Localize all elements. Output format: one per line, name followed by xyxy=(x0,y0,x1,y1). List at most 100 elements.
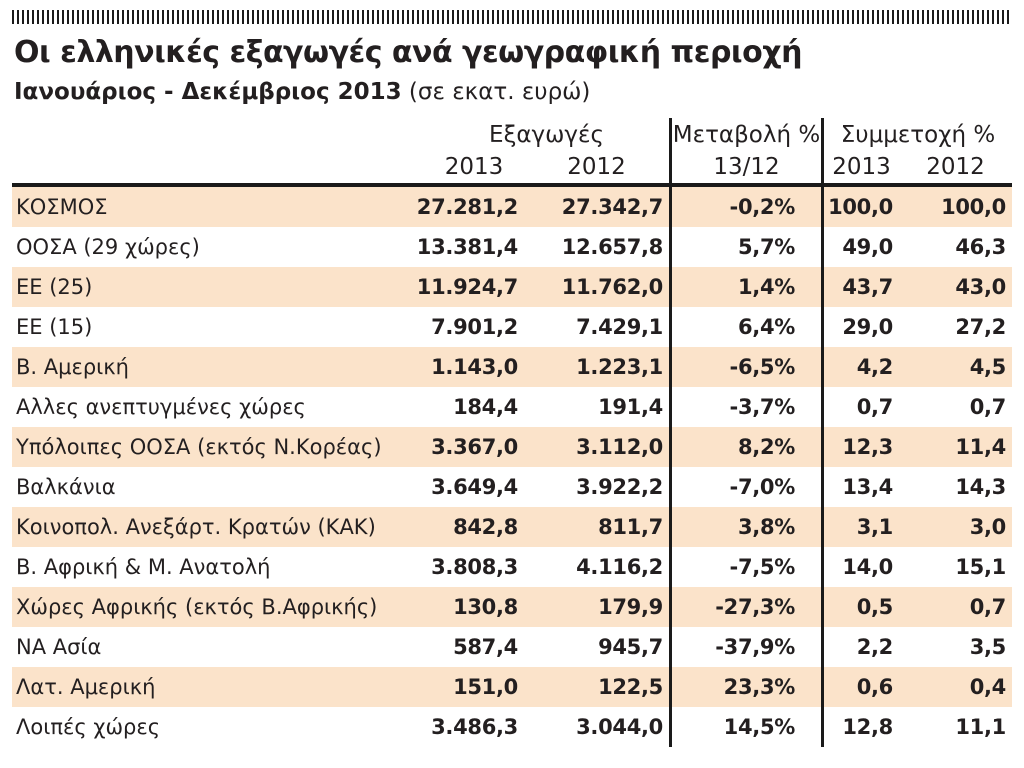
table-row: ΕΕ (15) 7.901,2 7.429,1 6,4% 29,0 27,2 xyxy=(12,307,1012,348)
share-2013-value: 43,7 xyxy=(824,267,899,308)
exports-2013-value: 842,8 xyxy=(424,507,524,548)
header-empty-cell xyxy=(12,151,424,183)
infographic-page: Οι ελληνικές εξαγωγές ανά γεωγραφική περ… xyxy=(12,10,1012,748)
change-value: 5,7% xyxy=(669,227,824,268)
table-row: ΟΟΣΑ (29 χώρες) 13.381,4 12.657,8 5,7% 4… xyxy=(12,227,1012,268)
share-2012-value: 3,0 xyxy=(899,507,1012,548)
share-2013-value: 100,0 xyxy=(824,187,899,228)
table-header-years: 2013 2012 13/12 2013 2012 xyxy=(12,151,1012,184)
region-label: Αλλες ανεπτυγμένες χώρες xyxy=(12,387,424,428)
table-header-groups: Εξαγωγές Μεταβολή % Συμμετοχή % xyxy=(12,118,1012,152)
exports-2012-value: 122,5 xyxy=(524,667,669,708)
change-value: -7,0% xyxy=(669,467,824,508)
header-group-share: Συμμετοχή % xyxy=(840,121,996,148)
change-value: 6,4% xyxy=(669,307,824,348)
share-2012-value: 14,3 xyxy=(899,467,1012,508)
table-row: ΕΕ (25) 11.924,7 11.762,0 1,4% 43,7 43,0 xyxy=(12,267,1012,308)
exports-2012-value: 945,7 xyxy=(524,627,669,668)
table-row: Υπόλοιπες ΟΟΣΑ (εκτός Ν.Κορέας) 3.367,0 … xyxy=(12,427,1012,468)
exports-2012-value: 3.044,0 xyxy=(524,707,669,748)
change-value: -0,2% xyxy=(669,187,824,228)
table-row: Λατ. Αμερική 151,0 122,5 23,3% 0,6 0,4 xyxy=(12,667,1012,708)
change-value: 14,5% xyxy=(669,707,824,748)
change-value: -7,5% xyxy=(669,547,824,588)
region-label: ΝΑ Ασία xyxy=(12,627,424,668)
header-share-2012: 2012 xyxy=(926,154,985,181)
exports-2013-value: 587,4 xyxy=(424,627,524,668)
header-group-change: Μεταβολή % xyxy=(669,118,824,152)
exports-2013-value: 3.649,4 xyxy=(424,467,524,508)
region-label: Βαλκάνια xyxy=(12,467,424,508)
exports-table: Εξαγωγές Μεταβολή % Συμμετοχή % 2013 201… xyxy=(12,118,1012,748)
exports-2012-value: 7.429,1 xyxy=(524,307,669,348)
exports-2013-value: 151,0 xyxy=(424,667,524,708)
header-group-exports: Εξαγωγές xyxy=(489,121,604,148)
exports-2013-value: 27.281,2 xyxy=(417,187,524,228)
share-2012-value: 11,1 xyxy=(899,707,1012,748)
region-label: Λατ. Αμερική xyxy=(12,667,424,708)
share-2012-value: 11,4 xyxy=(899,427,1012,468)
share-2013-value: 4,2 xyxy=(824,347,899,388)
share-2013-value: 12,3 xyxy=(824,427,899,468)
share-2013-value: 0,6 xyxy=(824,667,899,708)
subtitle-unit-text: (σε εκατ. ευρώ) xyxy=(408,79,591,105)
barcode-strip-icon xyxy=(12,10,1012,24)
region-label: Β. Αφρική & Μ. Ανατολή xyxy=(12,547,424,588)
change-value: 3,8% xyxy=(669,507,824,548)
share-2013-value: 12,8 xyxy=(824,707,899,748)
region-label: Β. Αμερική xyxy=(12,347,424,388)
table-row: Κοινοπολ. Ανεξάρτ. Κρατών (ΚΑΚ) 842,8 81… xyxy=(12,507,1012,548)
header-empty-cell xyxy=(12,118,424,151)
exports-2012-value: 11.762,0 xyxy=(524,267,669,308)
table-row: ΝΑ Ασία 587,4 945,7 -37,9% 2,2 3,5 xyxy=(12,627,1012,668)
region-label: ΕΕ (15) xyxy=(12,307,424,348)
exports-2012-value: 27.342,7 xyxy=(524,187,669,228)
header-change-1312: 13/12 xyxy=(669,151,824,184)
share-2013-value: 0,5 xyxy=(824,587,899,628)
exports-2012-value: 3.112,0 xyxy=(524,427,669,468)
header-rule xyxy=(12,183,1012,188)
change-value: -3,7% xyxy=(669,387,824,428)
exports-2012-value: 191,4 xyxy=(524,387,669,428)
exports-2013-value: 7.901,2 xyxy=(424,307,524,348)
header-share-2013: 2013 xyxy=(832,154,891,181)
exports-2013-value: 130,8 xyxy=(424,587,524,628)
share-2013-value: 3,1 xyxy=(824,507,899,548)
exports-2013-value: 1.143,0 xyxy=(424,347,524,388)
table-row: Λοιπές χώρες 3.486,3 3.044,0 14,5% 12,8 … xyxy=(12,707,1012,748)
exports-2012-value: 3.922,2 xyxy=(524,467,669,508)
change-value: -6,5% xyxy=(669,347,824,388)
share-2012-value: 0,7 xyxy=(899,387,1012,428)
exports-2013-value: 3.808,3 xyxy=(424,547,524,588)
subtitle: Ιανουάριος - Δεκέμβριος 2013 (σε εκατ. ε… xyxy=(14,79,1012,105)
table-row: Βαλκάνια 3.649,4 3.922,2 -7,0% 13,4 14,3 xyxy=(12,467,1012,508)
region-label: Λοιπές χώρες xyxy=(12,707,424,748)
table-row: Β. Αμερική 1.143,0 1.223,1 -6,5% 4,2 4,5 xyxy=(12,347,1012,388)
exports-2012-value: 12.657,8 xyxy=(524,227,669,268)
region-label: Υπόλοιπες ΟΟΣΑ (εκτός Ν.Κορέας) xyxy=(12,427,424,468)
exports-2013-value: 184,4 xyxy=(424,387,524,428)
table-row: Β. Αφρική & Μ. Ανατολή 3.808,3 4.116,2 -… xyxy=(12,547,1012,588)
region-label: ΟΟΣΑ (29 χώρες) xyxy=(12,227,424,268)
table-row: Αλλες ανεπτυγμένες χώρες 184,4 191,4 -3,… xyxy=(12,387,1012,428)
change-value: -27,3% xyxy=(669,587,824,628)
exports-2012-value: 1.223,1 xyxy=(524,347,669,388)
region-label: Χώρες Αφρικής (εκτός Β.Αφρικής) xyxy=(12,587,424,628)
exports-2013-value: 3.367,0 xyxy=(424,427,524,468)
share-2012-value: 46,3 xyxy=(899,227,1012,268)
change-value: 8,2% xyxy=(669,427,824,468)
share-2012-value: 43,0 xyxy=(899,267,1012,308)
header-exports-2013: 2013 xyxy=(444,154,504,181)
change-value: -37,9% xyxy=(669,627,824,668)
region-label: Κοινοπολ. Ανεξάρτ. Κρατών (ΚΑΚ) xyxy=(12,507,424,548)
change-value: 1,4% xyxy=(669,267,824,308)
share-2012-value: 100,0 xyxy=(899,187,1012,228)
share-2012-value: 0,4 xyxy=(899,667,1012,708)
table-row: Χώρες Αφρικής (εκτός Β.Αφρικής) 130,8 17… xyxy=(12,587,1012,628)
share-2012-value: 15,1 xyxy=(899,547,1012,588)
share-2013-value: 49,0 xyxy=(824,227,899,268)
subtitle-unit: (σε εκατ. ευρώ) xyxy=(409,79,590,105)
exports-2012-value: 179,9 xyxy=(524,587,669,628)
share-2012-value: 27,2 xyxy=(899,307,1012,348)
exports-2012-value: 4.116,2 xyxy=(524,547,669,588)
